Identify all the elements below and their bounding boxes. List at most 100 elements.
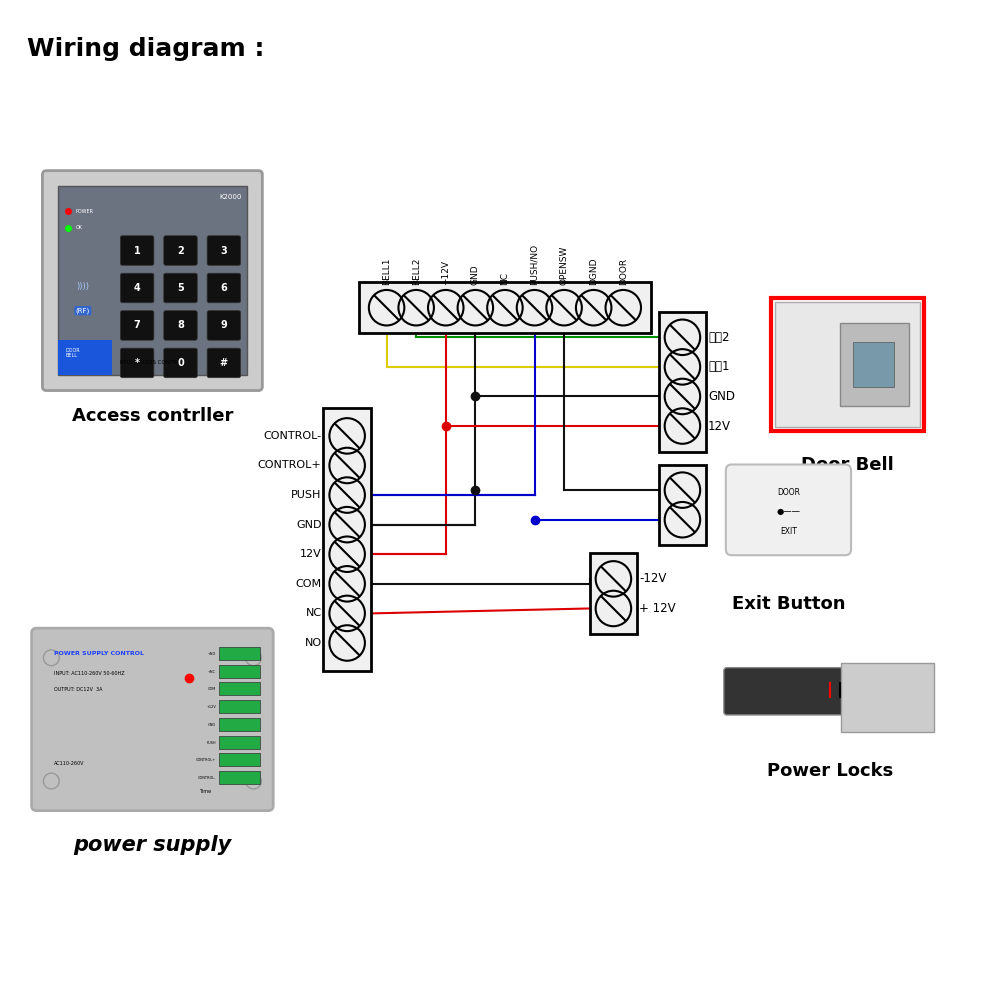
Text: GND: GND	[708, 390, 735, 403]
FancyBboxPatch shape	[207, 348, 241, 378]
Text: GND: GND	[471, 264, 480, 285]
Bar	[219, 736, 260, 748]
Text: 12V: 12V	[708, 420, 731, 433]
Text: DGND: DGND	[589, 258, 598, 285]
FancyBboxPatch shape	[164, 273, 197, 303]
Text: +NO: +NO	[208, 652, 216, 656]
Text: 7: 7	[134, 320, 140, 330]
Bar	[359, 282, 651, 333]
FancyBboxPatch shape	[724, 668, 854, 715]
Text: EXIT: EXIT	[780, 527, 797, 536]
Text: )))): ))))	[76, 282, 89, 291]
Bar	[58, 186, 247, 375]
Text: 1: 1	[134, 246, 140, 256]
FancyBboxPatch shape	[120, 236, 154, 265]
FancyBboxPatch shape	[207, 273, 241, 303]
Text: +NC: +NC	[208, 670, 216, 674]
Text: CONTROL+: CONTROL+	[196, 758, 216, 762]
Text: PUSH/NO: PUSH/NO	[530, 244, 539, 285]
Text: CONTROL-: CONTROL-	[263, 431, 322, 441]
Text: BELL2: BELL2	[412, 258, 421, 285]
Text: DOOR
BELL: DOOR BELL	[65, 348, 80, 358]
Text: CONTROL-: CONTROL-	[198, 776, 216, 780]
Text: COM: COM	[208, 687, 216, 691]
Text: COM: COM	[295, 579, 322, 589]
Text: Power Locks: Power Locks	[767, 762, 893, 780]
Text: AC110-260V: AC110-260V	[54, 761, 85, 766]
Text: PUSH: PUSH	[291, 490, 322, 500]
Bar	[58, 340, 112, 375]
Text: PUSH: PUSH	[207, 741, 216, 745]
Text: OK: OK	[76, 225, 83, 230]
Text: (RF): (RF)	[76, 307, 90, 314]
FancyBboxPatch shape	[164, 236, 197, 265]
Text: 12V: 12V	[300, 549, 322, 559]
Bar	[219, 700, 260, 713]
FancyBboxPatch shape	[726, 464, 851, 555]
Text: 8: 8	[177, 320, 184, 330]
Bar	[659, 464, 706, 545]
Text: Door Bell: Door Bell	[801, 456, 894, 474]
FancyBboxPatch shape	[164, 311, 197, 340]
Text: + 12V: + 12V	[639, 602, 676, 615]
Bar	[840, 322, 909, 406]
Text: OPENSW: OPENSW	[560, 246, 569, 285]
Bar	[771, 298, 924, 431]
Text: *: *	[135, 358, 140, 368]
Text: NC: NC	[500, 272, 509, 285]
FancyBboxPatch shape	[207, 311, 241, 340]
Bar	[219, 753, 260, 766]
Text: DOOR: DOOR	[777, 488, 800, 497]
Text: DOOR: DOOR	[619, 258, 628, 285]
Text: 9: 9	[221, 320, 227, 330]
Text: 3: 3	[221, 246, 227, 256]
Text: RFID ACCESS CONTROL: RFID ACCESS CONTROL	[120, 360, 184, 365]
Text: ●——: ●——	[776, 507, 800, 516]
Text: Access contrller: Access contrller	[72, 407, 233, 425]
Text: +12V: +12V	[441, 260, 450, 285]
Text: #: #	[220, 358, 228, 368]
Bar	[775, 302, 920, 427]
Bar	[841, 663, 934, 732]
Bar	[853, 342, 894, 387]
Text: 0: 0	[177, 358, 184, 368]
Text: GND: GND	[208, 723, 216, 727]
Text: 信号2: 信号2	[708, 331, 730, 344]
Bar	[659, 312, 706, 452]
Text: Time: Time	[199, 789, 211, 794]
Text: 5: 5	[177, 283, 184, 293]
Text: POWER SUPPLY CONTROL: POWER SUPPLY CONTROL	[54, 651, 144, 656]
Bar	[219, 647, 260, 660]
FancyBboxPatch shape	[120, 348, 154, 378]
Text: INPUT: AC110-260V 50-60HZ: INPUT: AC110-260V 50-60HZ	[54, 671, 125, 676]
Text: K2000: K2000	[219, 194, 242, 200]
Text: Wiring diagram :: Wiring diagram :	[27, 37, 264, 61]
Text: -12V: -12V	[639, 572, 666, 585]
Text: NO: NO	[304, 638, 322, 648]
FancyBboxPatch shape	[42, 171, 262, 391]
Text: BELL1: BELL1	[382, 258, 391, 285]
Text: CONTROL+: CONTROL+	[258, 460, 322, 470]
Text: NC: NC	[305, 608, 322, 618]
Text: 4: 4	[134, 283, 140, 293]
FancyBboxPatch shape	[120, 311, 154, 340]
Text: POWER: POWER	[76, 209, 94, 214]
Text: +12V: +12V	[206, 705, 216, 709]
Text: 信号1: 信号1	[708, 360, 730, 373]
Bar	[219, 682, 260, 695]
Text: GND: GND	[296, 520, 322, 530]
Bar	[323, 408, 371, 671]
FancyBboxPatch shape	[120, 273, 154, 303]
Text: Exit Button: Exit Button	[732, 595, 845, 613]
Text: power supply: power supply	[73, 835, 232, 855]
Text: OUTPUT: DC12V  3A: OUTPUT: DC12V 3A	[54, 687, 103, 692]
Bar	[219, 771, 260, 784]
Bar	[590, 553, 637, 634]
Bar	[219, 665, 260, 678]
FancyBboxPatch shape	[32, 628, 273, 811]
FancyBboxPatch shape	[207, 236, 241, 265]
Text: 6: 6	[221, 283, 227, 293]
FancyBboxPatch shape	[164, 348, 197, 378]
Bar	[219, 718, 260, 731]
Text: 2: 2	[177, 246, 184, 256]
